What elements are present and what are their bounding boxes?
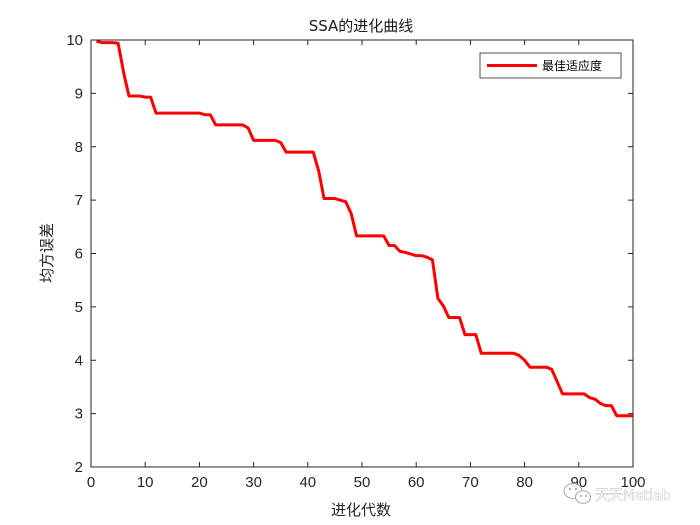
y-tick-label: 2 [75, 459, 83, 476]
series-layer [95, 39, 633, 418]
legend-label: 最佳适应度 [542, 58, 602, 73]
y-tick-label: 7 [75, 192, 83, 209]
x-tick-label: 50 [354, 474, 371, 491]
x-tick-label: 10 [137, 474, 154, 491]
plot-frame [90, 39, 634, 468]
x-tick-label: 70 [462, 474, 479, 491]
x-tick-label: 40 [299, 474, 316, 491]
y-tick-label: 10 [66, 32, 83, 49]
x-axis-label: 进化代数 [331, 501, 391, 519]
chart-title: SSA的进化曲线 [309, 17, 414, 35]
x-tick-label: 20 [191, 474, 208, 491]
y-axis-label: 均方误差 [38, 223, 56, 283]
y-tick-label: 6 [75, 246, 83, 263]
plot-frame-border [90, 39, 634, 468]
y-tick-label: 9 [75, 85, 83, 102]
watermark: 天天Matlab [563, 483, 671, 504]
wechat-logo-icon [563, 483, 591, 504]
watermark-text: 天天Matlab [595, 488, 671, 504]
y-tick-label: 4 [75, 352, 83, 369]
x-tick-label: 30 [245, 474, 262, 491]
y-tick-label: 3 [75, 406, 83, 423]
x-tick-label: 60 [408, 474, 425, 491]
x-tick-label: 0 [87, 474, 95, 491]
x-tick-label: 80 [516, 474, 533, 491]
y-tick-label: 8 [75, 139, 83, 156]
series-line-0 [95, 39, 633, 418]
legend: 最佳适应度 [479, 52, 622, 79]
y-tick-label: 5 [75, 299, 83, 316]
x-tick-label: 100 [620, 474, 645, 491]
y-ticks: 2 3 4 5 6 7 8 9 10 [66, 32, 633, 476]
